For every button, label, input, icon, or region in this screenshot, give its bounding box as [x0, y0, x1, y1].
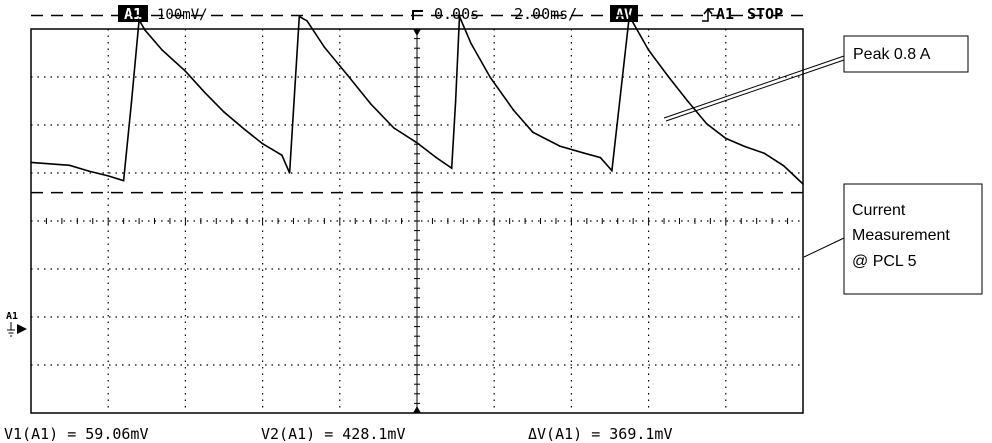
trace-point: [647, 49, 650, 51]
channel-marker: A1: [6, 311, 27, 337]
measurement-callout-box: [843, 183, 983, 295]
trace-point: [763, 152, 766, 155]
trigger-edge-icon: [412, 10, 423, 20]
measurement-callout-line-2: Measurement: [852, 227, 950, 244]
trace-point: [184, 70, 187, 72]
trace-point: [88, 170, 90, 172]
measurement-leader-line: [803, 237, 845, 258]
plot-area: [30, 13, 804, 414]
trace-point: [725, 137, 727, 140]
readout-bar: V1(A1) = 59.06mV V2(A1) = 428.1mV ΔV(A1)…: [4, 425, 673, 443]
channel-badge: A1: [124, 5, 142, 23]
trace-point: [416, 142, 418, 144]
plot-frame: [30, 28, 804, 414]
header-bar: A1 100mV/ 0.00s 2.00ms/ AV A1 STOP: [118, 5, 783, 23]
trace-point: [744, 145, 746, 148]
trigger-source: A1: [716, 5, 734, 23]
trace-points: [30, 15, 804, 185]
trace-point: [450, 167, 453, 169]
peak-callout-box: [843, 35, 969, 73]
trigger-marker-bottom: [413, 406, 421, 413]
channel-badge-bg: [118, 5, 148, 22]
trace-point: [454, 100, 457, 103]
trace-point: [686, 99, 688, 102]
peak-leader-line: [663, 55, 845, 119]
trace-point: [223, 111, 225, 113]
trace-point: [559, 145, 561, 147]
time-per-div: 2.00ms/: [514, 5, 577, 23]
trace-point: [393, 127, 395, 129]
trace-point: [138, 19, 140, 21]
trace-point: [532, 131, 534, 133]
trace-point: [122, 179, 125, 182]
trace-point: [369, 103, 372, 105]
peak-callout: Peak 0.8 A: [663, 35, 969, 122]
trace-point: [782, 165, 785, 167]
trace-point: [68, 164, 71, 167]
measurement-callout: Current Measurement @ PCL 5: [803, 183, 983, 295]
trace-point: [161, 49, 163, 51]
trace-point: [611, 169, 613, 172]
trace-point: [628, 15, 631, 17]
trace-point: [288, 172, 291, 174]
trace-point: [470, 42, 472, 45]
readout-delta-v: ΔV(A1) = 369.1mV: [528, 425, 673, 443]
trigger-position: 0.00s: [434, 5, 479, 23]
grid: [30, 28, 804, 414]
channel-marker-label: A1: [6, 311, 18, 322]
measurement-callout-line-1: Current: [852, 202, 906, 219]
trace-point: [346, 74, 349, 76]
trace-point: [705, 122, 708, 125]
trigger-marker-top: [413, 29, 421, 36]
run-state: STOP: [747, 5, 783, 23]
measurement-callout-line-3: @ PCL 5: [852, 253, 917, 270]
trace-point: [203, 91, 206, 94]
trigger-slope-icon: [702, 7, 714, 22]
trace-point: [107, 175, 109, 177]
trace-point: [323, 46, 326, 48]
trace-point: [599, 156, 602, 159]
trace-point: [298, 15, 301, 18]
trace-point: [281, 154, 283, 156]
trace-point: [435, 156, 438, 159]
peak-callout-text: Peak 0.8 A: [853, 46, 931, 63]
trace-point: [306, 20, 308, 22]
readout-v2: V2(A1) = 428.1mV: [261, 425, 406, 443]
ground-reference-icon: [7, 322, 15, 337]
cursor-lines: [31, 14, 803, 194]
peak-leader-line-2: [665, 59, 845, 122]
trace-point: [667, 75, 669, 77]
readout-v1: V1(A1) = 59.06mV: [4, 425, 149, 443]
trace-point: [512, 109, 515, 111]
trace-point: [489, 76, 492, 79]
trace-point: [458, 15, 461, 18]
trace-point: [130, 102, 133, 104]
trace-point: [582, 152, 584, 154]
marker-arrow-icon: [17, 324, 27, 334]
trace-point: [242, 127, 245, 130]
trace-point: [261, 142, 264, 145]
